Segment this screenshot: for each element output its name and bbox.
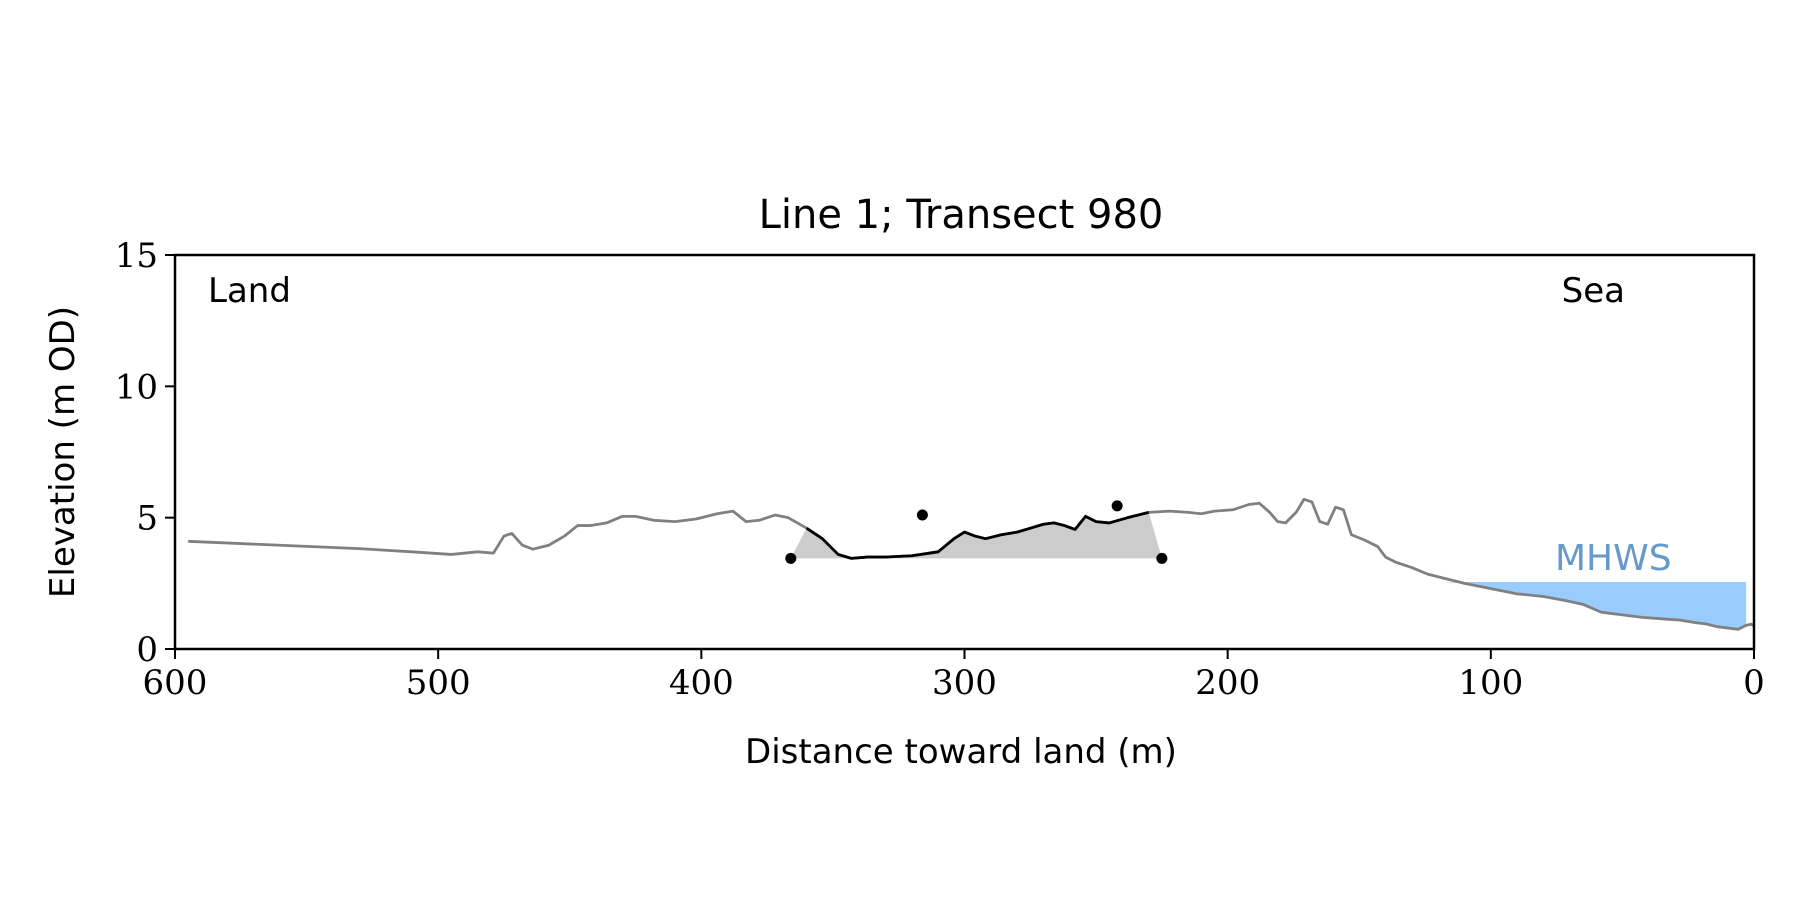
x-tick-label-0: 0 (1743, 663, 1765, 703)
x-tick-label-100: 100 (1458, 663, 1523, 703)
y-tick-label-15: 15 (115, 236, 158, 276)
plot-area (188, 497, 1754, 631)
x-tick-label-200: 200 (1195, 663, 1260, 703)
x-tick-label-600: 600 (143, 663, 208, 703)
profile-line (188, 497, 1754, 631)
sea-label: Sea (1562, 271, 1625, 311)
y-axis: 0 5 10 15 (115, 236, 175, 670)
mhws-label: MHWS (1555, 538, 1672, 579)
dune-marker-2 (916, 509, 928, 521)
y-axis-label: Elevation (m OD) (43, 306, 83, 598)
chart-title: Line 1; Transect 980 (759, 192, 1164, 238)
land-label: Land (208, 271, 291, 311)
y-tick-label-0: 0 (136, 630, 158, 670)
x-axis: 600 500 400 300 200 100 0 (143, 649, 1765, 703)
y-tick-label-5: 5 (136, 499, 158, 539)
dune-line (805, 511, 1150, 560)
x-tick-label-300: 300 (932, 663, 997, 703)
dune-marker-3 (1111, 500, 1123, 512)
dune-marker-4 (1156, 552, 1168, 564)
x-tick-label-500: 500 (406, 663, 471, 703)
x-tick-label-400: 400 (669, 663, 734, 703)
dune-fill (790, 512, 1162, 559)
y-tick-label-10: 10 (115, 367, 158, 407)
dune-marker-1 (785, 552, 797, 564)
mhws-water-area (1227, 582, 1747, 630)
plot-layer (188, 497, 1754, 631)
x-axis-label: Distance toward land (m) (745, 732, 1177, 772)
